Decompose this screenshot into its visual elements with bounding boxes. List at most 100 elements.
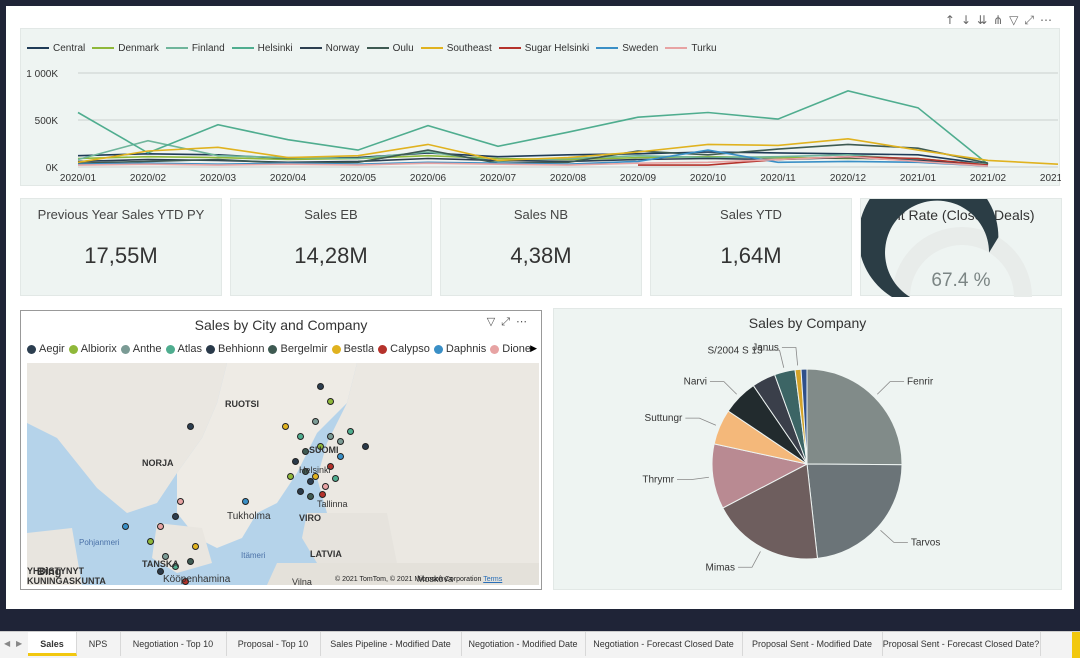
legend-item[interactable]: Sweden [596, 43, 658, 54]
legend-item[interactable]: Norway [299, 43, 360, 54]
map-bubble[interactable] [347, 428, 354, 435]
map-bubble[interactable] [177, 498, 184, 505]
arrow-down-icon[interactable]: ↓ [960, 13, 978, 27]
tab-proposal-top-10[interactable]: Proposal - Top 10 [226, 632, 321, 656]
map-bubble[interactable] [317, 443, 324, 450]
map-bubble[interactable] [122, 523, 129, 530]
gauge-card[interactable]: Hit Rate (Closed Deals) 67.4 % [860, 198, 1062, 297]
legend-item[interactable]: Oulu [366, 43, 414, 54]
map-bubble[interactable] [182, 578, 189, 585]
legend-item[interactable]: Helsinki [231, 43, 293, 54]
terms-link[interactable]: Terms [483, 576, 503, 583]
map-bubble[interactable] [302, 468, 309, 475]
map-legend-item[interactable]: Bestla [331, 343, 374, 355]
map-card[interactable]: Sales by City and Company ▽⤢⋯ Aegir Albio… [20, 310, 542, 590]
map-bubble[interactable] [157, 523, 164, 530]
legend-next-icon[interactable]: ▶ [530, 343, 537, 353]
map-area[interactable]: RUOTSI NORJA SUOMI Helsinki Tallinna Tuk… [27, 363, 539, 585]
map-bubble[interactable] [172, 563, 179, 570]
map-legend-item[interactable]: Aegir [27, 343, 65, 355]
map-bubble[interactable] [297, 488, 304, 495]
filter-icon[interactable]: ▽ [486, 315, 502, 328]
kpi-card-sales-ytd[interactable]: Sales YTD 1,64M [650, 198, 852, 296]
map-legend-item[interactable]: Anthe [120, 343, 162, 355]
tab-sales-pipeline-modified-date[interactable]: Sales Pipeline - Modified Date [320, 632, 462, 656]
filter-icon[interactable]: ▽ [1009, 13, 1025, 27]
map-legend-item[interactable]: Dione [490, 343, 531, 355]
bing-logo: Bing [37, 566, 62, 578]
expand-hierarchy-icon[interactable]: ⋔ [993, 13, 1010, 27]
map-bubble[interactable] [162, 553, 169, 560]
visual-header-icons: ↑↓⇊⋔▽⤢⋯ [945, 13, 1058, 28]
tab-negotiation-top-10[interactable]: Negotiation - Top 10 [120, 632, 227, 656]
pie-label: Mimas [706, 562, 735, 573]
map-bubble[interactable] [322, 483, 329, 490]
legend-item[interactable]: Finland [165, 43, 225, 54]
kpi-card-sales-eb[interactable]: Sales EB 14,28M [230, 198, 432, 296]
double-arrow-down-icon[interactable]: ⇊ [977, 13, 994, 27]
map-label-tanska: TANSKA [142, 559, 179, 569]
map-bubble[interactable] [242, 498, 249, 505]
more-options-icon[interactable]: ⋯ [1040, 13, 1058, 27]
map-bubble[interactable] [327, 398, 334, 405]
legend-item[interactable]: Denmark [92, 43, 159, 54]
map-bubble[interactable] [307, 478, 314, 485]
pie-card[interactable]: Sales by Company Fenrir Tarvos Mimas Thrymr… [553, 308, 1062, 590]
map-bubble[interactable] [317, 383, 324, 390]
map-bubble[interactable] [157, 568, 164, 575]
kpi-card-sales-nb[interactable]: Sales NB 4,38M [440, 198, 642, 296]
map-bubble[interactable] [337, 438, 344, 445]
legend-label: Behhionn [217, 343, 265, 355]
arrow-up-icon[interactable]: ↑ [944, 13, 961, 27]
map-legend-item[interactable]: Daphnis [433, 343, 486, 355]
scroll-right-icon[interactable]: ▶ [16, 639, 23, 648]
map-legend-item[interactable]: Calypso [378, 343, 430, 355]
more-options-icon[interactable]: ⋯ [516, 315, 533, 328]
map-bubble[interactable] [362, 443, 369, 450]
legend-swatch [231, 47, 254, 49]
kpi-value: 1,64M [720, 243, 782, 268]
map-bubble[interactable] [292, 458, 299, 465]
tab-proposal-sent-forecast-closed-date[interactable]: Proposal Sent - Forecast Closed Date? [882, 632, 1041, 656]
map-bubble[interactable] [282, 423, 289, 430]
map-bubble[interactable] [187, 558, 194, 565]
map-legend-item[interactable]: Bergelmir [268, 343, 328, 355]
line-chart-card[interactable]: Central Denmark Finland Helsinki Norway Oulu S… [20, 28, 1061, 187]
map-bubble[interactable] [327, 463, 334, 470]
map-bubble[interactable] [332, 475, 339, 482]
map-bubble[interactable] [172, 513, 179, 520]
map-bubble[interactable] [297, 433, 304, 440]
map-bubble[interactable] [312, 473, 319, 480]
map-bubble[interactable] [327, 433, 334, 440]
legend-item[interactable]: Turku [665, 43, 717, 54]
map-legend-item[interactable]: Atlas [165, 343, 202, 355]
scroll-left-icon[interactable]: ◀ [4, 639, 11, 648]
map-bubble[interactable] [192, 543, 199, 550]
focus-mode-icon[interactable]: ⤢ [1024, 13, 1040, 27]
tab-negotiation-modified-date[interactable]: Negotiation - Modified Date [461, 632, 586, 656]
map-bubble[interactable] [147, 538, 154, 545]
map-legend-item[interactable]: Albiorix [68, 343, 117, 355]
tab-scroll-indicator [1072, 632, 1080, 658]
kpi-card-previous-year[interactable]: Previous Year Sales YTD PY 17,55M [20, 198, 222, 296]
map-bubble[interactable] [187, 423, 194, 430]
tab-sales[interactable]: Sales [28, 632, 77, 656]
legend-item[interactable]: Southeast [420, 43, 492, 54]
map-bubble[interactable] [319, 491, 326, 498]
pie-slice [722, 463, 819, 560]
tab-nps[interactable]: NPS [76, 632, 121, 656]
tab-proposal-sent-modified-date[interactable]: Proposal Sent - Modified Date [742, 632, 883, 656]
map-bubble[interactable] [337, 453, 344, 460]
sales-by-company-pie[interactable]: Fenrir Tarvos Mimas Thrymr Suttungr Narvi S/20… [554, 309, 1063, 591]
legend-item[interactable]: Central [27, 43, 85, 54]
map-bubble[interactable] [287, 473, 294, 480]
pie-slice [711, 443, 809, 509]
map-bubble[interactable] [302, 448, 309, 455]
legend-item[interactable]: Sugar Helsinki [498, 43, 589, 54]
map-legend-item[interactable]: Behhionn [205, 343, 265, 355]
map-bubble[interactable] [312, 418, 319, 425]
tab-negotiation-forecast-closed-date[interactable]: Negotiation - Forecast Closed Date [585, 632, 743, 656]
focus-mode-icon[interactable]: ⤢ [501, 315, 516, 328]
map-bubble[interactable] [307, 493, 314, 500]
